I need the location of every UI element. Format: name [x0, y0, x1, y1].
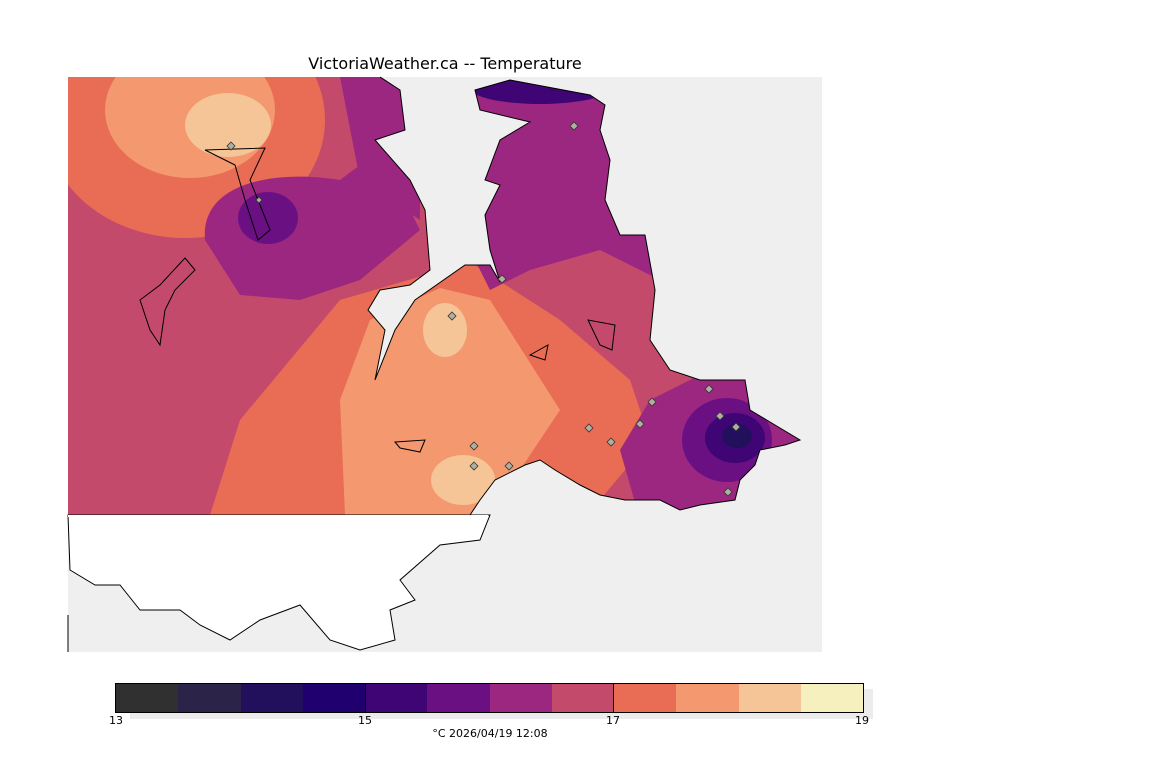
- colorbar-swatch-15: [365, 684, 428, 712]
- colorbar-tick-15: 15: [358, 714, 372, 727]
- coastline: [367, 76, 802, 516]
- map-title: VictoriaWeather.ca -- Temperature: [308, 54, 582, 73]
- colorbar-swatch-18: [738, 684, 801, 712]
- colorbar-swatch-15.5: [427, 684, 490, 712]
- colorbar-tick-13: 13: [109, 714, 123, 727]
- colorbar-swatch-16: [489, 684, 552, 712]
- colorbar-swatch-13: [116, 684, 179, 712]
- colorbar-swatch-13.5: [178, 684, 241, 712]
- olympic-peninsula-land: [67, 514, 491, 652]
- colorbar-divider: [613, 683, 614, 713]
- lake-outline: [204, 147, 271, 241]
- colorbar-divider: [365, 683, 366, 713]
- colorbar-swatch-17.5: [676, 684, 739, 712]
- colorbar-swatch-14: [240, 684, 303, 712]
- colorbar: [115, 683, 864, 713]
- station-markers: [226, 121, 741, 497]
- colorbar-swatch-18.5: [800, 684, 863, 712]
- island-outline: [393, 319, 616, 453]
- colorbar-swatch-14.5: [302, 684, 365, 712]
- colorbar-tick-19: 19: [855, 714, 869, 727]
- colorbar-swatch-17: [614, 684, 677, 712]
- island-outline: [139, 257, 196, 347]
- colorbar-tick-17: 17: [606, 714, 620, 727]
- units-timestamp: °C 2026/04/19 12:08: [432, 727, 548, 740]
- colorbar-swatch-16.5: [551, 684, 614, 712]
